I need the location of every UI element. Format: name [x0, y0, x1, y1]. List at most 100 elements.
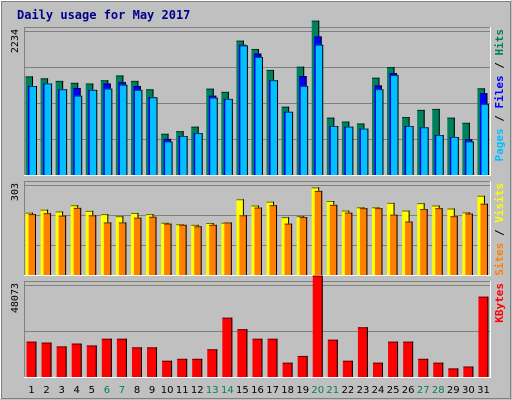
chart-title: Daily usage for May 2017: [17, 8, 190, 22]
bar-sites-day-29: [450, 216, 458, 275]
day-label-28: 28: [432, 385, 445, 396]
day-label-26: 26: [402, 385, 415, 396]
bar-pages-day-28: [436, 135, 444, 175]
bar-kbytes-day-23: [357, 327, 368, 377]
bar-pages-day-29: [451, 136, 459, 175]
panel-hits-files-pages: 2234 Pages / Files / Hits: [10, 20, 506, 176]
day-label-31: 31: [477, 385, 490, 396]
bar-kbytes-day-9: [147, 347, 158, 377]
series-legend-kbytes: KBytes: [493, 283, 506, 323]
bar-pages-day-5: [89, 89, 98, 175]
bar-kbytes-day-27: [418, 358, 429, 377]
bar-sites-day-6: [103, 222, 112, 275]
bar-kbytes-day-22: [342, 360, 353, 377]
bar-sites-day-30: [465, 213, 473, 275]
bar-kbytes-day-11: [177, 358, 188, 377]
day-label-29: 29: [447, 385, 460, 396]
bar-sites-day-31: [480, 203, 488, 275]
y-max-label: 48073: [10, 283, 21, 313]
day-label-8: 8: [134, 385, 140, 396]
bar-pages-day-1: [29, 86, 37, 175]
day-label-30: 30: [462, 385, 475, 396]
day-label-4: 4: [74, 385, 80, 396]
bar-sites-day-24: [374, 208, 383, 275]
bar-kbytes-day-1: [26, 341, 37, 377]
bar-kbytes-day-16: [252, 338, 263, 377]
bar-sites-day-7: [118, 222, 127, 275]
day-label-15: 15: [236, 385, 249, 396]
day-label-23: 23: [357, 385, 370, 396]
day-label-2: 2: [43, 385, 49, 396]
day-label-21: 21: [326, 385, 339, 396]
bar-kbytes-day-31: [478, 296, 489, 377]
day-axis-labels: 1 2 3 4 5 6 7 8 9 10 11 12 13 14 15 16 17 18 19 20 21 22 23 24 2…: [28, 385, 490, 396]
day-label-13: 13: [206, 385, 219, 396]
bar-kbytes-day-15: [237, 329, 248, 377]
bar-sites-day-14: [224, 222, 232, 275]
panel-visits-sites: 303 Sites / Visits: [10, 181, 506, 276]
bar-sites-day-15: [239, 215, 247, 275]
y-max-label: 303: [10, 183, 21, 201]
bar-sites-day-3: [58, 215, 67, 275]
bar-pages-day-17: [270, 80, 279, 175]
bar-sites-day-13: [209, 224, 217, 275]
bar-sites-day-12: [194, 226, 202, 275]
day-label-3: 3: [59, 385, 65, 396]
day-label-19: 19: [296, 385, 309, 396]
bar-sites-day-19: [299, 217, 308, 275]
bar-kbytes-day-12: [192, 358, 203, 377]
bar-pages-day-12: [195, 133, 203, 175]
y-max-label: 2234: [10, 29, 21, 53]
day-label-6: 6: [104, 385, 110, 396]
bar-kbytes-day-5: [86, 345, 97, 377]
day-label-24: 24: [372, 385, 385, 396]
bar-kbytes-day-10: [162, 360, 173, 377]
bar-pages-day-19: [300, 86, 309, 175]
bar-kbytes-day-2: [41, 342, 52, 377]
bar-kbytes-day-29: [448, 368, 459, 377]
series-legend-visits-sites: Sites / Visits: [493, 183, 506, 276]
bar-kbytes-day-13: [207, 349, 218, 377]
bar-kbytes-day-3: [56, 346, 67, 377]
bar-kbytes-day-14: [222, 317, 233, 377]
bar-sites-day-11: [179, 224, 187, 275]
day-label-12: 12: [191, 385, 204, 396]
chart-panels: 2234 Pages / Files / Hits 303 Sites / Visit…: [10, 20, 506, 378]
bar-kbytes-day-25: [388, 341, 399, 377]
bar-pages-day-24: [375, 89, 384, 175]
bar-pages-day-4: [74, 95, 83, 175]
bar-pages-day-27: [421, 127, 429, 175]
bar-sites-day-9: [149, 216, 157, 275]
bar-sites-day-21: [329, 204, 338, 275]
bar-sites-day-1: [28, 214, 36, 275]
day-label-27: 27: [417, 385, 430, 396]
bar-sites-day-2: [43, 213, 52, 275]
day-label-5: 5: [89, 385, 95, 396]
bar-kbytes-day-20: [312, 275, 323, 377]
day-label-17: 17: [266, 385, 279, 396]
bar-kbytes-day-7: [116, 338, 127, 377]
bar-sites-day-8: [133, 217, 142, 275]
bar-sites-day-16: [254, 207, 262, 275]
bar-pages-day-22: [345, 126, 354, 175]
bar-pages-day-6: [104, 88, 113, 175]
day-label-18: 18: [281, 385, 294, 396]
bar-pages-day-30: [466, 141, 474, 175]
bar-sites-day-28: [435, 208, 443, 275]
bar-pages-day-10: [165, 141, 173, 175]
bar-pages-day-20: [315, 44, 324, 175]
bar-pages-day-23: [360, 128, 369, 175]
bar-pages-day-25: [391, 75, 399, 175]
bar-pages-day-31: [481, 104, 489, 175]
bar-pages-day-26: [406, 126, 414, 175]
day-label-7: 7: [119, 385, 125, 396]
bar-kbytes-day-6: [101, 338, 112, 377]
day-label-11: 11: [176, 385, 189, 396]
bar-sites-day-17: [269, 205, 278, 275]
day-label-9: 9: [149, 385, 155, 396]
day-label-22: 22: [342, 385, 355, 396]
bar-pages-day-21: [330, 126, 339, 175]
day-label-14: 14: [221, 385, 234, 396]
